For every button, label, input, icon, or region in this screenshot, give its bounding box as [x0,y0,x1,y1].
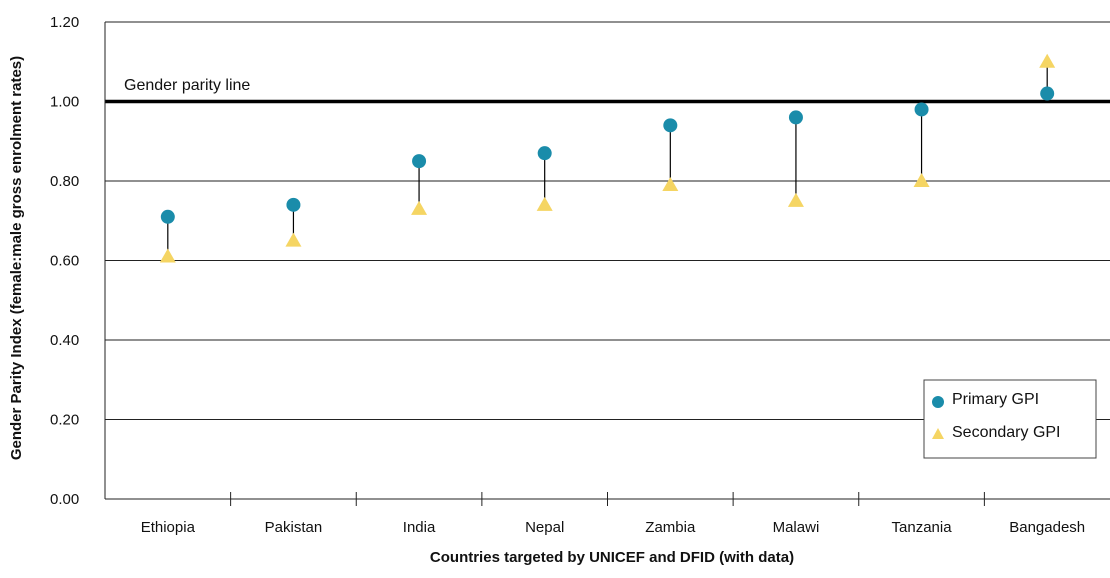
connector-stems [167,61,1048,257]
legend: Primary GPI Secondary GPI [923,379,1097,459]
y-tick-label: 0.00 [50,491,79,508]
primary-gpi-point [788,110,803,125]
x-tick-label: Bangadesh [1009,519,1085,536]
primary-gpi-point [1040,86,1055,101]
y-tick-label: 0.80 [50,173,79,190]
legend-box [923,379,1097,459]
x-tick-label: Pakistan [265,519,323,536]
y-tick-label: 0.60 [50,253,79,270]
y-tick-label: 1.20 [50,14,79,31]
primary-gpi-point [160,209,175,224]
secondary-gpi-point [536,196,553,211]
secondary-gpi-point [662,176,679,191]
y-axis-title: Gender Parity Index (female:male gross e… [8,56,25,460]
secondary-gpi-point [913,173,930,187]
secondary-gpi-point [411,200,428,215]
secondary-gpi-point [787,192,804,207]
secondary-gpi-point [159,248,176,263]
data-markers [159,53,1056,263]
y-tick-label: 0.20 [50,412,79,429]
gridlines [105,21,1110,500]
secondary-gpi-point [285,232,302,247]
primary-gpi-point [286,197,301,212]
legend-secondary-label: Secondary GPI [952,424,1061,441]
y-tick-labels: 0.00 0.20 0.40 0.60 0.80 1.00 1.20 [50,14,79,508]
x-tick-label: Malawi [773,519,820,536]
x-tick-label: Zambia [645,519,696,536]
x-tick-label: Tanzania [892,519,953,536]
primary-gpi-point [914,102,929,117]
x-tick-labels: Ethiopia Pakistan India Nepal Zambia Malawi Ta… [141,519,1085,536]
axes [104,22,1110,506]
x-tick-label: Ethiopia [141,519,196,536]
x-tick-label: India [403,519,436,536]
primary-gpi-point [663,118,678,133]
legend-primary-marker [932,396,944,408]
legend-secondary-marker [932,428,944,439]
y-tick-label: 1.00 [50,94,79,111]
gender-parity-line-label: Gender parity line [124,77,250,94]
secondary-gpi-point [1039,53,1056,68]
x-tick-label: Nepal [525,519,564,536]
legend-primary-label: Primary GPI [952,391,1039,408]
primary-gpi-point [412,154,427,169]
primary-gpi-point [537,146,552,161]
x-axis-title: Countries targeted by UNICEF and DFID (w… [430,549,794,566]
y-tick-label: 0.40 [50,332,79,349]
